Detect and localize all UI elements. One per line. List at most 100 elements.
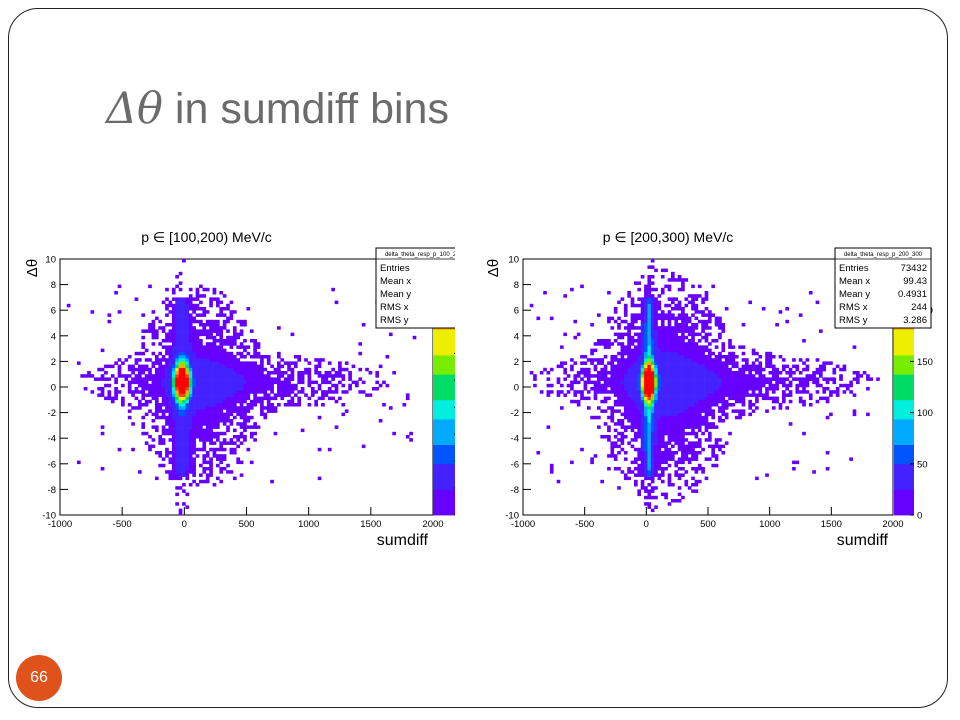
heatmap-cell [674,431,679,436]
heatmap-cell [212,367,217,372]
heatmap-cell [674,396,679,401]
heatmap-cell [671,345,675,349]
heatmap-cell [229,470,234,474]
heatmap-cell [610,406,615,410]
heatmap-cell [623,473,628,477]
heatmap-cell [243,371,247,375]
heatmap-cell [185,476,190,481]
heatmap-cell [165,367,169,372]
heatmap-cell [654,473,658,477]
heatmap-cell [253,387,257,391]
heatmap-cell [718,399,722,404]
heatmap-cell [199,307,203,311]
heatmap-cell [650,335,655,340]
heatmap-cell [630,313,635,317]
heatmap-cell [687,409,692,413]
heatmap-cell [634,339,638,343]
heatmap-cell [623,377,628,381]
heatmap-cell [209,323,213,327]
heatmap-cell [121,399,125,404]
heatmap-cell [249,415,254,420]
heatmap-cell [222,457,227,461]
heatmap-cell [219,291,224,295]
heatmap-cell [570,383,574,388]
heatmap-cell [771,387,776,391]
heatmap-cell [154,358,159,362]
heatmap-cell [623,457,628,461]
heatmap-cell [144,412,149,417]
heatmap-cell [154,403,159,407]
heatmap-cell [748,380,753,385]
heatmap-cell [650,476,655,481]
heatmap-cell [168,415,173,420]
heatmap-cell [644,399,648,404]
heatmap-cell [215,457,220,461]
heatmap-cell [627,339,631,343]
heatmap-cell [249,431,254,436]
heatmap-cell [630,358,635,362]
heatmap-cell [600,371,605,375]
heatmap-cell [647,278,652,282]
heatmap-cell [671,393,675,397]
heatmap-cell [724,441,729,445]
heatmap-cell [134,358,139,362]
heatmap-cell [546,377,551,381]
heatmap-cell [287,383,291,388]
heatmap-cell [205,358,210,362]
heatmap-cell [819,383,823,388]
heatmap-cell [195,355,200,359]
heatmap-cell [199,342,203,346]
heatmap-cell [667,431,672,436]
heatmap-cell [647,460,652,465]
heatmap-cell [175,332,179,337]
y-tick-label: 10 [508,255,519,266]
heatmap-cell [654,460,658,465]
heatmap-cell [681,447,685,452]
heatmap-cell [677,316,682,321]
heatmap-cell [620,380,625,385]
heatmap-cell [610,326,615,330]
heatmap-cell [300,390,305,394]
heatmap-cell [617,316,621,321]
heatmap-cell [644,425,648,429]
heatmap-cell [694,342,699,346]
heatmap-cell [117,390,122,394]
heatmap-cell [127,364,132,369]
heatmap-cell [701,326,705,330]
heatmap-cell [647,457,652,461]
heatmap-cell [637,489,642,493]
heatmap-cell [290,377,295,381]
heatmap-cell [708,313,712,317]
heatmap-cell [226,441,230,445]
heatmap-cell [188,358,193,362]
heatmap-cell [192,387,196,391]
heatmap-cell [185,473,190,477]
heatmap-cell [644,444,648,449]
heatmap-cell [573,377,578,381]
heatmap-cell [222,406,227,410]
heatmap-cell [644,403,648,407]
heatmap-cell [222,323,227,327]
heatmap-cell [660,323,665,327]
heatmap-cell [409,431,413,436]
heatmap-cell [219,371,224,375]
heatmap-cell [168,387,173,391]
heatmap-cell [188,457,193,461]
heatmap-cell [209,425,213,429]
heatmap-cell [171,374,176,378]
heatmap-cell [192,393,196,397]
heatmap-cell [765,355,769,359]
heatmap-cell [76,361,81,365]
heatmap-cell [590,358,594,362]
heatmap-cell [236,457,241,461]
heatmap-cell [829,393,833,397]
heatmap-cell [697,479,702,484]
heatmap-cell [168,367,173,372]
heatmap-cell [607,380,611,385]
heatmap-cell [771,396,776,401]
heatmap-cell [100,377,105,381]
y-tick-label: 4 [514,331,519,342]
heatmap-cell [243,425,247,429]
heatmap-cell [704,393,709,397]
heatmap-cell [161,409,166,413]
